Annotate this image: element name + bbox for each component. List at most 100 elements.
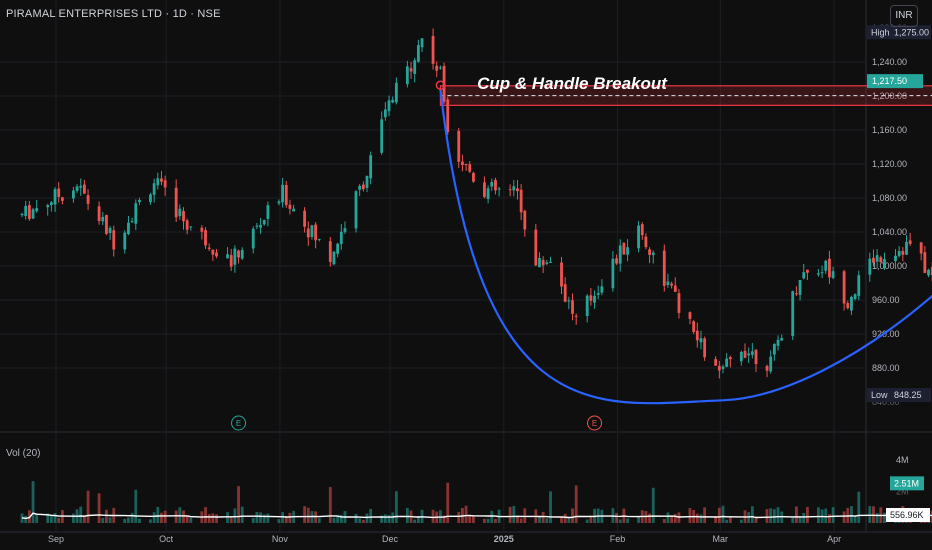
volume-bar — [185, 515, 189, 523]
volume-bar — [464, 505, 468, 523]
currency-selector[interactable]: INR — [890, 5, 918, 27]
volume-bar — [387, 514, 391, 523]
volume-bar — [123, 518, 127, 523]
price-tick-label: 920.00 — [872, 329, 900, 339]
volume-bar — [160, 512, 163, 523]
volume-bar — [754, 516, 758, 523]
candle-body — [486, 188, 490, 199]
volume-bar — [560, 516, 563, 523]
candle-body — [905, 241, 908, 255]
candle-body — [332, 251, 336, 265]
candle-body — [185, 220, 189, 230]
candle-body — [699, 338, 703, 343]
volume-bar — [875, 513, 879, 523]
volume-bar — [391, 512, 395, 523]
cup-curve — [439, 89, 932, 405]
candle-body — [233, 248, 237, 265]
volume-bar — [857, 491, 861, 523]
candle-body — [545, 262, 549, 264]
candle-body — [130, 221, 134, 223]
candle-body — [648, 249, 651, 255]
volume-bar — [339, 514, 343, 523]
candle-body — [31, 209, 35, 219]
candle-body — [160, 178, 163, 182]
candle-body — [86, 195, 90, 204]
candle-body — [776, 339, 780, 346]
volume-bar — [677, 512, 681, 523]
candle-body — [46, 205, 50, 208]
candle-body — [207, 247, 211, 249]
candle-body — [112, 230, 116, 250]
candle-body — [226, 254, 229, 259]
candle-body — [358, 185, 362, 190]
volume-bar — [494, 518, 497, 523]
event-earnings-2-letter: E — [592, 419, 597, 428]
candle-body — [820, 272, 824, 274]
volume-bar — [651, 487, 655, 523]
candle-body — [310, 225, 314, 238]
candle-body — [490, 181, 494, 187]
symbol-title[interactable]: PIRAMAL ENTERPRISES LTD · 1D · NSE — [6, 8, 221, 20]
volume-bar — [769, 508, 773, 523]
candle-body — [721, 366, 725, 369]
candle-body — [567, 300, 571, 302]
candle-body — [328, 241, 332, 263]
volume-bar — [571, 508, 574, 523]
candle-body — [842, 271, 846, 304]
price-tick-label: 880.00 — [872, 363, 900, 373]
volume-bar — [105, 509, 108, 523]
volume-axis-label: 4M — [896, 455, 909, 465]
candle-body — [409, 68, 413, 72]
candle-body — [541, 259, 545, 266]
candle-body — [361, 184, 365, 190]
candle-body — [666, 281, 670, 285]
volume-bar — [83, 515, 86, 523]
candle-body — [461, 161, 464, 165]
candle-body — [49, 202, 53, 205]
candle-body — [211, 249, 215, 255]
volume-bar — [127, 517, 130, 523]
price-tick-label: 1,160.00 — [872, 125, 907, 135]
candle-body — [468, 164, 472, 172]
last-price-bg — [867, 74, 923, 89]
price-tick-label: 1,080.00 — [872, 193, 907, 203]
candle-body — [229, 255, 233, 267]
candle-body — [574, 315, 578, 317]
candle-body — [802, 272, 806, 279]
volume-bar — [673, 513, 677, 523]
volume-bar — [853, 515, 857, 523]
candle-body — [472, 173, 475, 182]
volume-bar — [369, 508, 373, 523]
volume-bar — [541, 511, 545, 523]
event-earnings-2-icon — [587, 415, 603, 431]
volume-bar — [750, 506, 754, 523]
candle-body — [512, 186, 516, 191]
time-axis-label: Oct — [159, 534, 174, 544]
volume-bar — [380, 515, 384, 523]
volume-bar — [317, 518, 321, 523]
candle-body — [178, 208, 182, 216]
volume-bar — [549, 491, 552, 523]
candle-body — [662, 250, 666, 286]
volume-bar — [648, 513, 651, 523]
candle-body — [703, 338, 707, 358]
volume-bar — [413, 519, 417, 523]
candle-body — [292, 208, 295, 212]
volume-bar — [817, 507, 820, 523]
volume-panel-title[interactable]: Vol (20) — [6, 448, 41, 459]
volume-bar — [79, 506, 83, 523]
volume-bar — [156, 506, 160, 523]
volume-bar — [174, 510, 178, 523]
candle-body — [380, 119, 384, 153]
volume-bar — [794, 506, 798, 523]
candle-body — [57, 188, 61, 198]
candle-body — [717, 365, 721, 371]
candle-body — [747, 353, 751, 356]
candle-body — [794, 293, 798, 295]
candle-body — [259, 224, 262, 228]
volume-bar — [806, 506, 809, 523]
candle-body — [824, 260, 828, 271]
candle-body — [523, 210, 527, 230]
low-label-value: 848.25 — [894, 390, 922, 400]
